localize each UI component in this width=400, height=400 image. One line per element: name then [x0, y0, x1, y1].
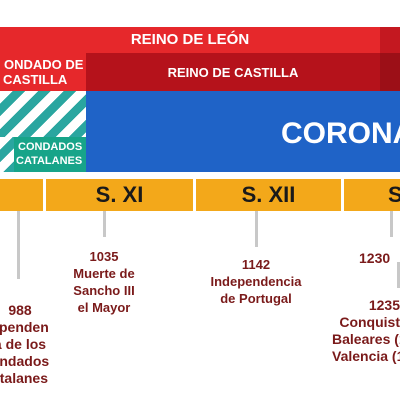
century-s-xii: S. XII — [196, 179, 341, 211]
event-1142-year: 1142 — [241, 257, 271, 272]
tick-1235 — [397, 262, 400, 288]
event-1142-line-2: de Portugal — [220, 291, 292, 306]
reino-castilla-label: REINO DE CASTILLA — [167, 65, 299, 80]
reino-leon-label: REINO DE LEÓN — [130, 31, 250, 48]
condados-catalanes-label-1: CONDADOS — [18, 141, 83, 153]
event-1235-line-3: Valencia (1 — [332, 348, 400, 364]
condados-catalanes-band: CONDADOS CATALANES — [14, 137, 86, 172]
event-1035-line-1: Muerte de — [73, 266, 135, 281]
event-1235-year: 1235 — [368, 297, 400, 313]
condado-castilla-label-2: CASTILLA — [3, 72, 68, 87]
tick-988 — [17, 211, 20, 279]
corona-band: CORONA — [86, 91, 400, 172]
event-1035-line-2: Sancho III — [73, 283, 135, 298]
event-988-line-3: ondados — [0, 353, 50, 369]
event-988-year: 988 — [8, 302, 32, 318]
condados-striped-rest — [0, 137, 14, 172]
event-1035-year: 1035 — [89, 249, 119, 264]
reino-leon-band: REINO DE LEÓN — [0, 27, 380, 53]
event-1230-year: 1230 — [359, 250, 391, 266]
tick-1230 — [390, 211, 393, 237]
reino-castilla-band-edge — [380, 53, 400, 91]
condados-catalanes-label-2: CATALANES — [16, 155, 83, 167]
tick-1142 — [255, 211, 258, 247]
tick-1035 — [103, 211, 106, 237]
event-1230: 1230 — [359, 250, 399, 267]
century-s-xiii: S — [344, 179, 400, 211]
century-s-xi: S. XI — [46, 179, 193, 211]
event-988: 988 ependen a de los ondados atalanes — [0, 302, 60, 387]
reino-leon-band-edge — [380, 27, 400, 53]
event-988-line-4: atalanes — [0, 370, 49, 386]
century-s-xiii-label: S — [388, 182, 400, 207]
condado-castilla-band: ONDADO DE CASTILLA — [0, 53, 86, 91]
event-1142: 1142 Independencia de Portugal — [196, 256, 316, 307]
event-1035-line-3: el Mayor — [77, 300, 131, 315]
event-1235: 1235 Conquist Baleares (1 Valencia (1 — [332, 297, 400, 365]
event-1142-line-1: Independencia — [210, 274, 302, 289]
condado-castilla-label-1: ONDADO DE — [4, 57, 84, 72]
event-1035: 1035 Muerte de Sancho III el Mayor — [64, 248, 144, 316]
corona-label: CORONA — [281, 117, 400, 150]
event-1235-line-1: Conquist — [339, 314, 400, 330]
event-988-line-1: ependen — [0, 319, 49, 335]
event-988-line-2: a de los — [0, 336, 47, 352]
century-segment-prev — [0, 179, 43, 211]
reino-castilla-band: REINO DE CASTILLA — [86, 53, 380, 91]
event-1235-line-2: Baleares (1 — [332, 331, 400, 347]
striped-transition-area — [0, 91, 86, 137]
